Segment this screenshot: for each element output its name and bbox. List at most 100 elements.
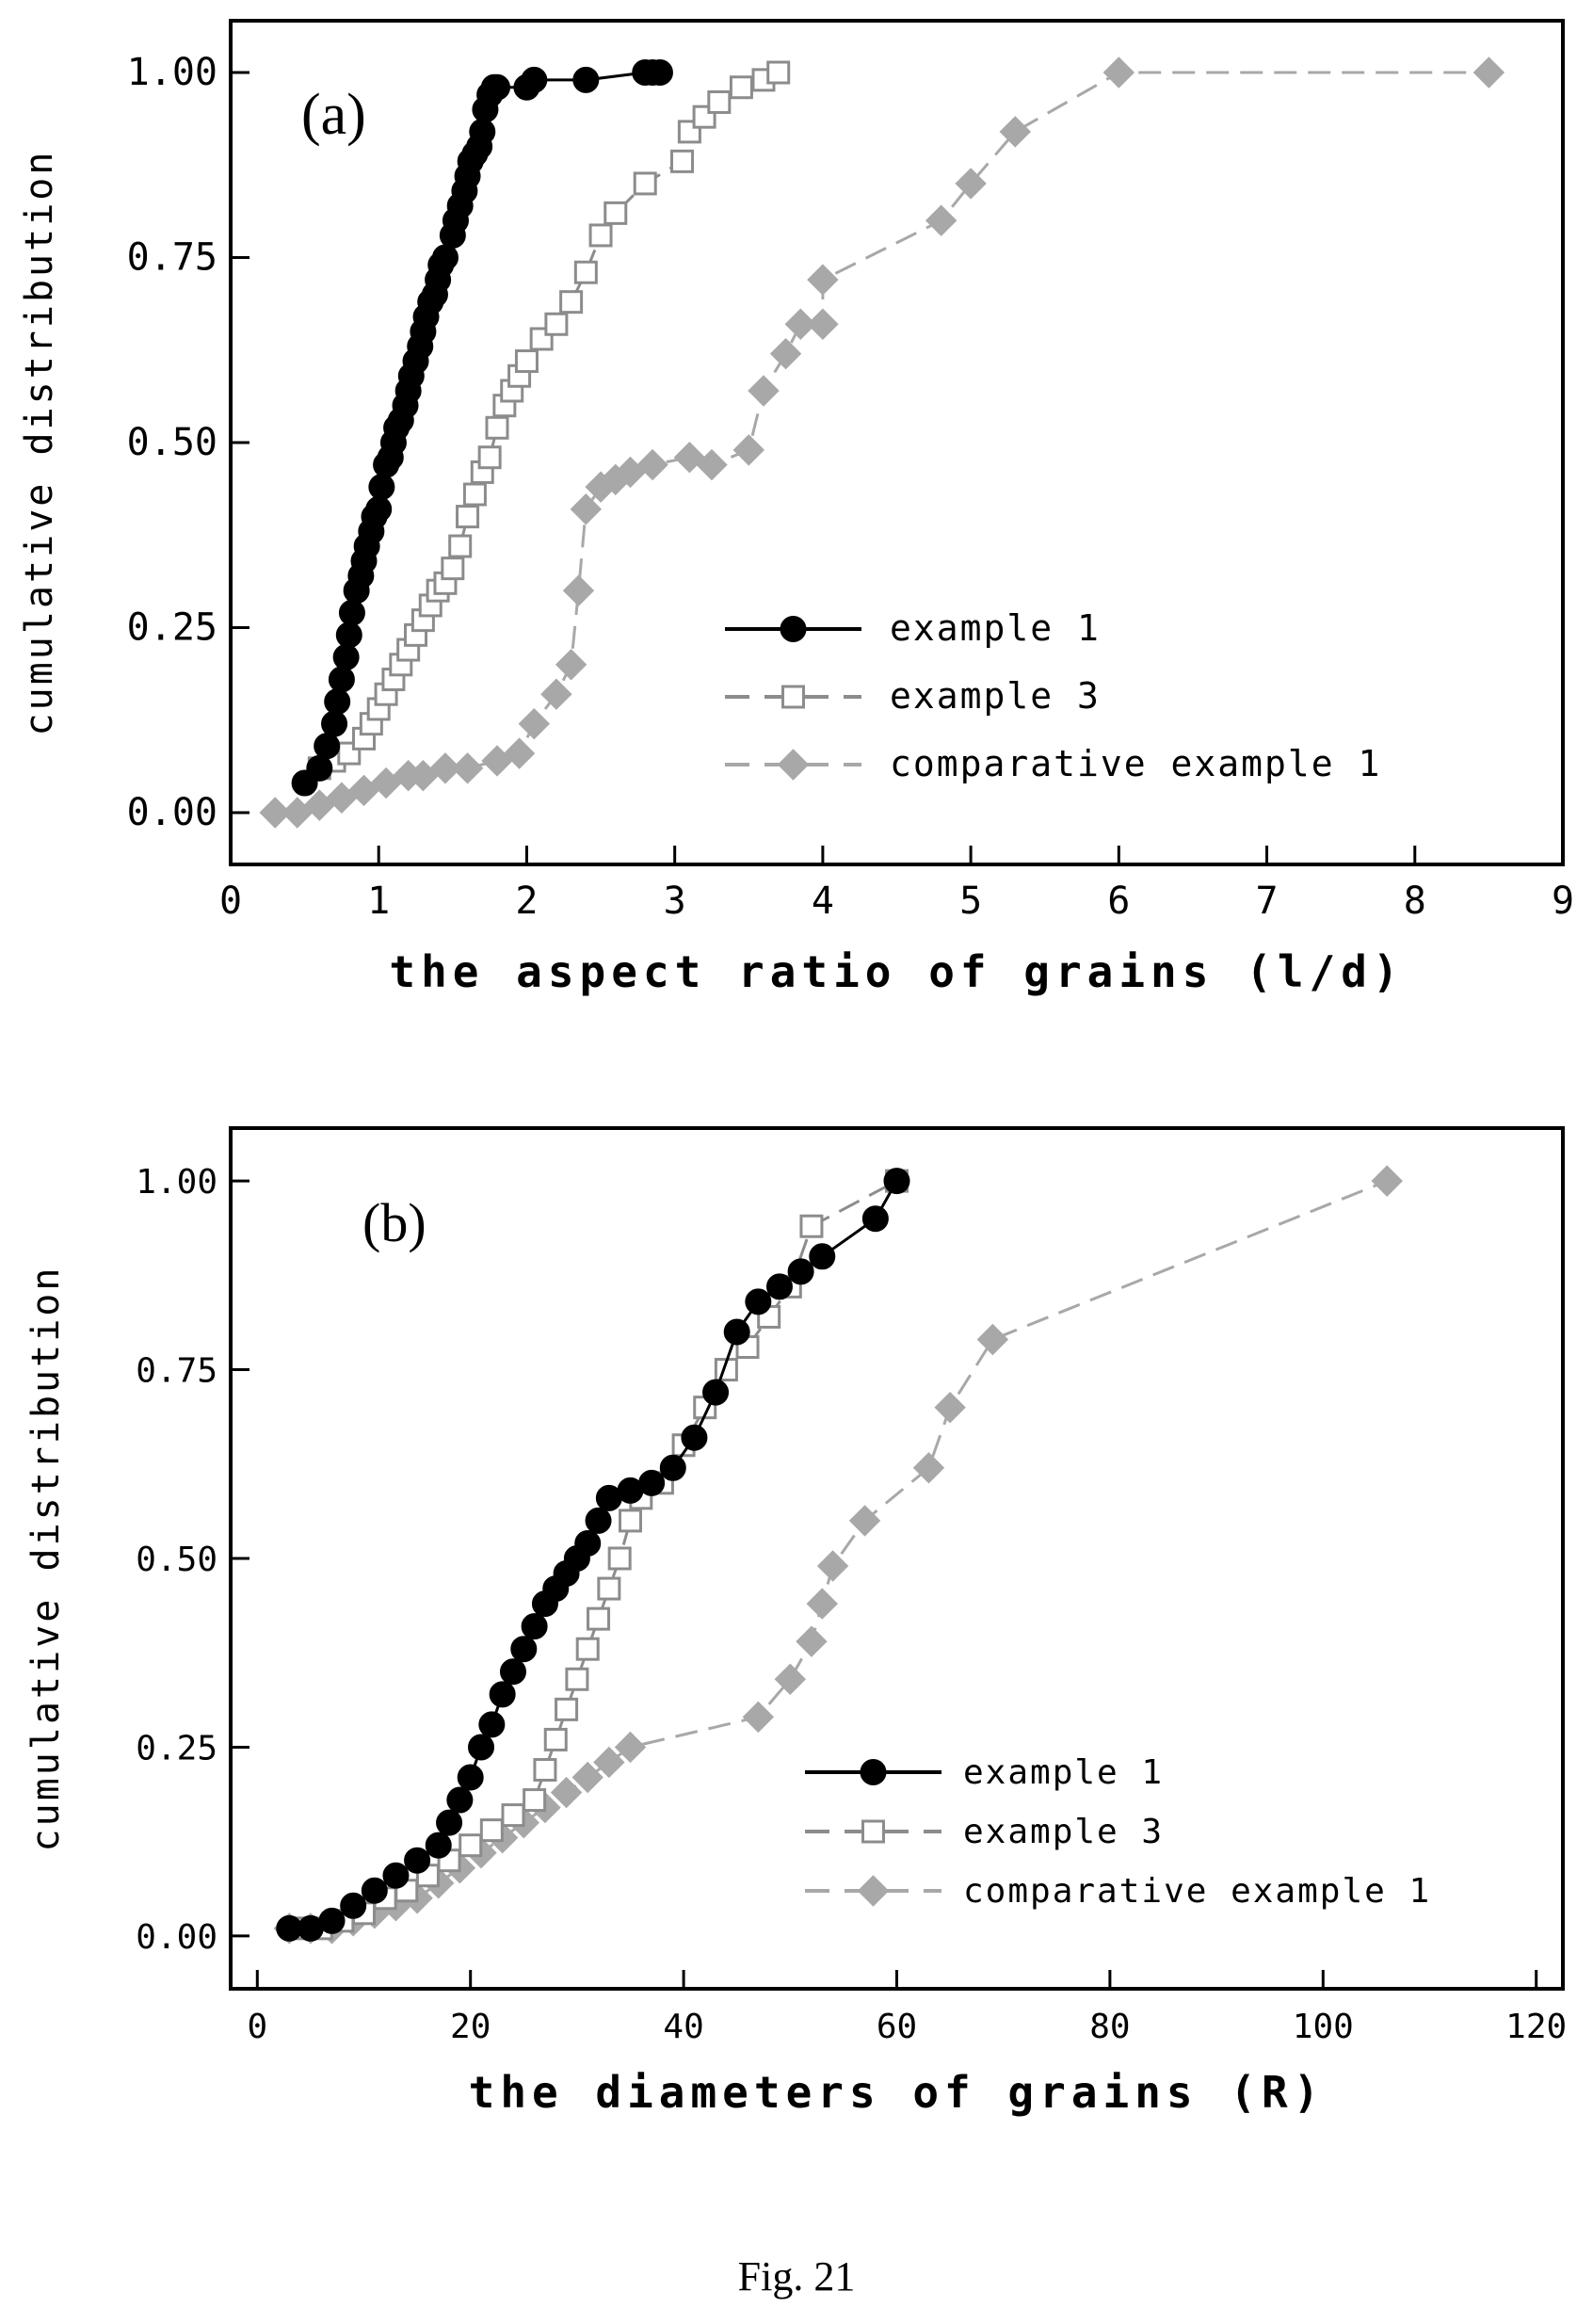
plot-frame <box>229 1126 1565 1991</box>
data-point <box>588 223 613 248</box>
data-point <box>324 688 351 716</box>
data-point <box>607 1546 632 1571</box>
x-tick-label: 9 <box>1552 880 1574 923</box>
data-point <box>365 495 393 523</box>
data-point <box>633 171 657 196</box>
data-point <box>332 643 360 670</box>
data-point <box>314 733 341 760</box>
series-line <box>303 71 660 784</box>
y-tick-label: 0.00 <box>127 791 217 834</box>
figure-caption: Fig. 21 <box>738 2253 856 2300</box>
data-point <box>361 1877 388 1904</box>
legend-label: example 1 <box>963 1753 1164 1792</box>
y-tick-label: 0.25 <box>136 1729 217 1767</box>
x-tick-label: 100 <box>1293 2008 1354 2046</box>
data-point <box>597 1576 621 1601</box>
data-point <box>441 557 465 581</box>
y-tick-label: 0.50 <box>127 421 217 464</box>
x-tick-label: 4 <box>812 880 834 923</box>
series-example-3 <box>288 1169 909 1941</box>
data-point <box>479 1818 504 1843</box>
y-axis-label: cumulative distribution <box>24 1266 68 1852</box>
data-point <box>769 337 802 370</box>
data-point <box>477 445 502 470</box>
data-point <box>335 621 362 649</box>
data-point <box>748 375 780 407</box>
data-point <box>499 1658 526 1686</box>
data-point <box>501 1803 525 1828</box>
legend-marker <box>857 1875 890 1907</box>
data-point <box>774 1663 807 1695</box>
data-point <box>696 448 728 481</box>
data-point <box>787 1258 814 1285</box>
data-point <box>368 474 395 501</box>
y-tick-label: 0.75 <box>127 236 217 280</box>
data-point <box>861 1205 889 1233</box>
data-point <box>883 1168 910 1195</box>
y-tick-label: 0.75 <box>136 1352 217 1391</box>
legend-marker <box>860 1759 887 1785</box>
series-example-3 <box>307 60 791 781</box>
data-point <box>848 1505 881 1537</box>
data-point <box>478 1711 506 1738</box>
data-point <box>514 349 539 374</box>
legend-label: comparative example 1 <box>963 1872 1431 1911</box>
y-axis-label: cumulative distribution <box>18 150 61 736</box>
x-tick-label: 0 <box>247 2008 267 2046</box>
data-point <box>338 599 365 626</box>
data-point <box>806 1588 838 1620</box>
series-line <box>275 71 1489 815</box>
data-point <box>999 116 1031 148</box>
data-point <box>742 1701 775 1734</box>
data-point <box>521 1613 548 1640</box>
data-point <box>638 1469 666 1496</box>
data-point <box>510 1636 538 1663</box>
data-point <box>799 1214 824 1238</box>
data-point <box>574 1529 602 1557</box>
legend-marker <box>861 1819 885 1844</box>
data-point <box>565 1667 589 1691</box>
series-comparative-example-1 <box>259 56 1505 829</box>
x-tick-label: 5 <box>959 880 982 923</box>
data-point <box>523 1788 547 1813</box>
data-point <box>457 1764 484 1791</box>
x-tick-label: 3 <box>664 880 686 923</box>
legend-marker <box>780 616 807 642</box>
y-tick-label: 0.50 <box>136 1541 217 1579</box>
data-point <box>1371 1165 1403 1197</box>
data-point <box>429 752 461 784</box>
data-point <box>766 60 791 85</box>
data-point <box>468 1734 495 1761</box>
data-point <box>723 1318 750 1346</box>
x-tick-label: 2 <box>515 880 538 923</box>
data-point <box>448 534 473 558</box>
data-point <box>543 1727 568 1751</box>
data-point <box>533 1757 557 1782</box>
legend-label: example 3 <box>963 1813 1164 1851</box>
legend: example 1 example 3 comparative example 1 <box>805 1753 1431 1911</box>
x-tick-label: 0 <box>219 880 242 923</box>
data-point <box>459 1833 483 1858</box>
data-point <box>955 168 987 200</box>
data-point <box>659 1454 686 1481</box>
x-tick-label: 1 <box>367 880 390 923</box>
data-point <box>550 1776 583 1809</box>
data-point <box>732 434 764 466</box>
plot-frame <box>229 19 1565 866</box>
x-tick-label: 60 <box>877 2008 917 2046</box>
data-point <box>451 752 484 784</box>
data-point <box>436 1809 463 1836</box>
x-tick-label: 7 <box>1256 880 1279 923</box>
data-point <box>572 66 600 93</box>
chart-panel-a: 0.00 0.25 0.50 0.75 1.00 0 1 2 3 4 5 6 7 8 9 the aspect… <box>18 19 1574 997</box>
panel-label: (b) <box>362 1192 426 1253</box>
legend-marker <box>781 685 805 709</box>
data-point <box>745 1288 772 1315</box>
data-point <box>593 1746 625 1779</box>
data-point <box>518 707 551 740</box>
data-point <box>765 1273 793 1300</box>
x-axis-label: the aspect ratio of grains (l/d) <box>389 946 1404 997</box>
y-tick-label: 1.00 <box>136 1163 217 1202</box>
data-point <box>544 312 569 336</box>
